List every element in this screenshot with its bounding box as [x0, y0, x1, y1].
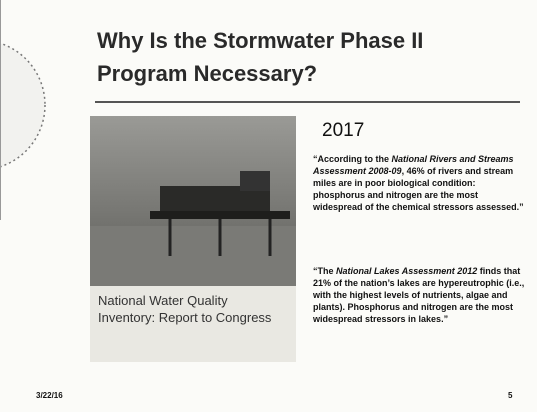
photo: [90, 116, 296, 286]
divider: [95, 101, 520, 103]
quote-text: “According to the: [313, 154, 392, 164]
report-name: National Lakes Assessment 2012: [336, 266, 477, 276]
quote-text: “The: [313, 266, 336, 276]
year-heading: 2017: [322, 120, 364, 142]
quote: “According to the National Rivers and St…: [313, 153, 528, 213]
slide: Why Is the Stormwater Phase II Program N…: [0, 0, 537, 412]
report-cover: National Water Quality Inventory: Report…: [90, 116, 296, 362]
page-number: 5: [508, 391, 512, 400]
footer-date: 3/22/16: [36, 391, 63, 400]
decoration: [0, 0, 60, 220]
slide-title: Why Is the Stormwater Phase II Program N…: [97, 24, 517, 90]
cover-caption: National Water Quality Inventory: Report…: [98, 292, 288, 326]
quote: “The National Lakes Assessment 2012 find…: [313, 265, 528, 325]
